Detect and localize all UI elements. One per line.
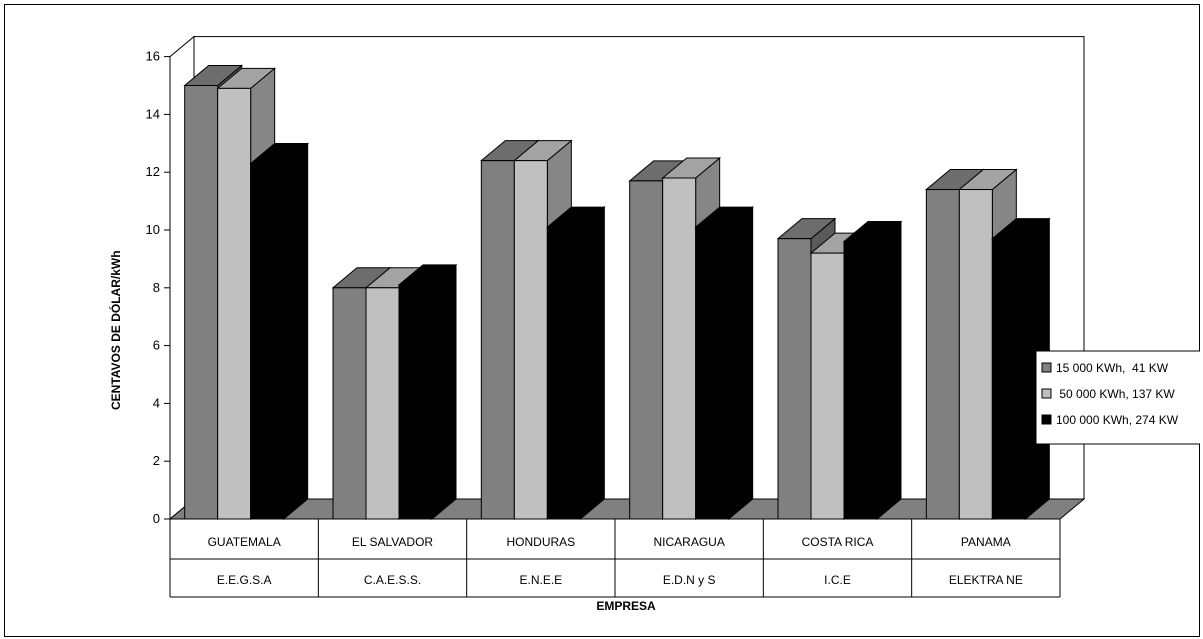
bar-side	[579, 206, 605, 521]
bar-front	[250, 163, 285, 520]
bar	[397, 263, 458, 521]
legend-swatch	[1041, 388, 1052, 399]
bar-front	[843, 241, 878, 520]
legend-box	[1036, 350, 1200, 445]
company-label: E.N.E.E	[519, 573, 562, 587]
bar-front	[398, 284, 433, 520]
category-label: HONDURAS	[506, 535, 575, 549]
y-tick-label: 2	[153, 453, 160, 468]
bar	[694, 206, 755, 521]
company-label: E.D.N y S	[663, 573, 716, 587]
legend: 15 000 KWh, 41 KW 50 000 KWh, 137 KW 100 …	[1036, 350, 1200, 445]
company-label: E.E.G.S.A	[217, 573, 272, 587]
bar-side	[431, 263, 457, 521]
bar-front	[184, 85, 219, 520]
y-tick-label: 4	[153, 395, 160, 410]
category-label: NICARAGUA	[653, 535, 724, 549]
y-tick-label: 10	[146, 222, 160, 237]
company-label: I.C.E	[824, 573, 851, 587]
bar-front	[480, 160, 515, 520]
bar	[545, 206, 606, 521]
category-table: GUATEMALA E.E.G.S.A EL SALVADOR C.A.E.S.S. H…	[169, 519, 1061, 598]
legend-swatch	[1041, 362, 1052, 373]
bar-front	[365, 287, 400, 520]
bars-group	[183, 64, 1051, 521]
legend-label: 15 000 KWh, 41 KW	[1056, 361, 1169, 375]
category-label: PANAMA	[961, 535, 1011, 549]
y-axis-title: CENTAVOS DE DÓLAR/kWh	[108, 250, 123, 410]
bar	[990, 217, 1051, 521]
bar-front	[695, 226, 730, 520]
bar	[249, 142, 310, 521]
bar-front	[217, 87, 252, 520]
y-tick-label: 12	[146, 164, 160, 179]
legend-label: 100 000 KWh, 274 KW	[1056, 413, 1179, 427]
y-tick-label: 6	[153, 338, 160, 353]
y-tick-label: 14	[146, 106, 160, 121]
bar-front	[662, 177, 697, 520]
legend-swatch	[1041, 414, 1052, 425]
bar-front	[546, 226, 581, 520]
bar-side	[876, 220, 902, 521]
company-label: ELEKTRA NE	[949, 573, 1023, 587]
bar-side	[283, 142, 309, 521]
y-tick-label: 8	[153, 280, 160, 295]
bar-front	[777, 238, 812, 520]
y-tick-label: 0	[153, 511, 160, 526]
legend-label: 50 000 KWh, 137 KW	[1056, 387, 1175, 401]
y-tick-label: 16	[146, 49, 160, 64]
bar	[842, 220, 903, 521]
company-label: C.A.E.S.S.	[364, 573, 421, 587]
bar-front	[810, 252, 845, 520]
y-axis: 0 2 4 6 8 10 12 14 16	[146, 49, 171, 526]
category-label: EL SALVADOR	[352, 535, 433, 549]
category-label: GUATEMALA	[208, 535, 281, 549]
x-axis-title: EMPRESA	[596, 599, 656, 613]
bar-front	[925, 189, 960, 520]
bar-side	[728, 206, 754, 521]
bar-front	[629, 180, 664, 520]
category-label: COSTA RICA	[802, 535, 874, 549]
bar-front	[958, 189, 993, 520]
bar-front	[513, 160, 548, 520]
bar-front	[991, 238, 1026, 520]
bar-front	[332, 287, 367, 520]
